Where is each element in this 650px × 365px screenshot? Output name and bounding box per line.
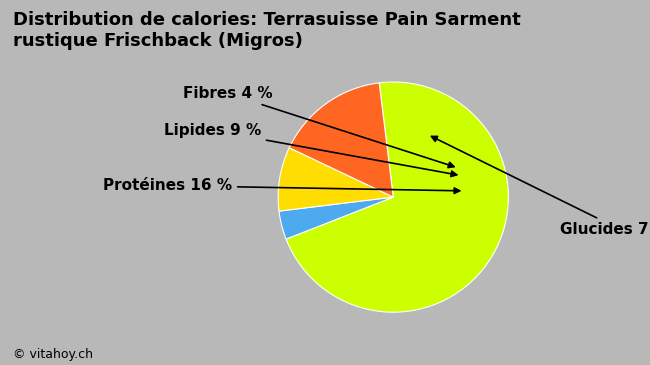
Wedge shape [289,83,393,197]
Wedge shape [279,197,393,239]
Text: © vitahoy.ch: © vitahoy.ch [13,348,93,361]
Text: Fibres 4 %: Fibres 4 % [183,86,454,168]
Wedge shape [278,148,393,211]
Text: Glucides 71 %: Glucides 71 % [432,137,650,237]
Text: Distribution de calories: Terrasuisse Pain Sarment
rustique Frischback (Migros): Distribution de calories: Terrasuisse Pa… [13,11,521,50]
Text: Lipides 9 %: Lipides 9 % [164,123,457,177]
Wedge shape [286,82,508,312]
Text: Protéines 16 %: Protéines 16 % [103,178,460,193]
